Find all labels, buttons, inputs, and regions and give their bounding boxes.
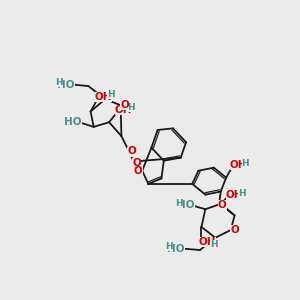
Text: O: O: [230, 225, 239, 235]
Text: OH: OH: [198, 237, 216, 248]
Text: O: O: [127, 146, 136, 157]
Text: H: H: [127, 103, 134, 112]
Text: H: H: [175, 199, 183, 208]
Text: HO: HO: [57, 80, 75, 89]
Text: HO: HO: [64, 117, 82, 127]
Text: HO: HO: [177, 200, 195, 210]
Text: O: O: [218, 200, 227, 210]
Text: H: H: [242, 158, 249, 167]
Text: H: H: [165, 242, 173, 251]
Text: H: H: [55, 78, 63, 87]
Text: O: O: [120, 100, 129, 110]
Text: OH: OH: [226, 190, 243, 200]
Text: OH: OH: [95, 92, 112, 102]
Text: O: O: [132, 158, 141, 168]
Text: O: O: [134, 166, 143, 176]
Text: H: H: [238, 189, 245, 198]
Text: OH: OH: [230, 160, 247, 170]
Text: HO: HO: [167, 244, 185, 254]
Text: OH: OH: [115, 105, 133, 115]
Text: H: H: [210, 240, 218, 249]
Text: H: H: [107, 90, 114, 99]
